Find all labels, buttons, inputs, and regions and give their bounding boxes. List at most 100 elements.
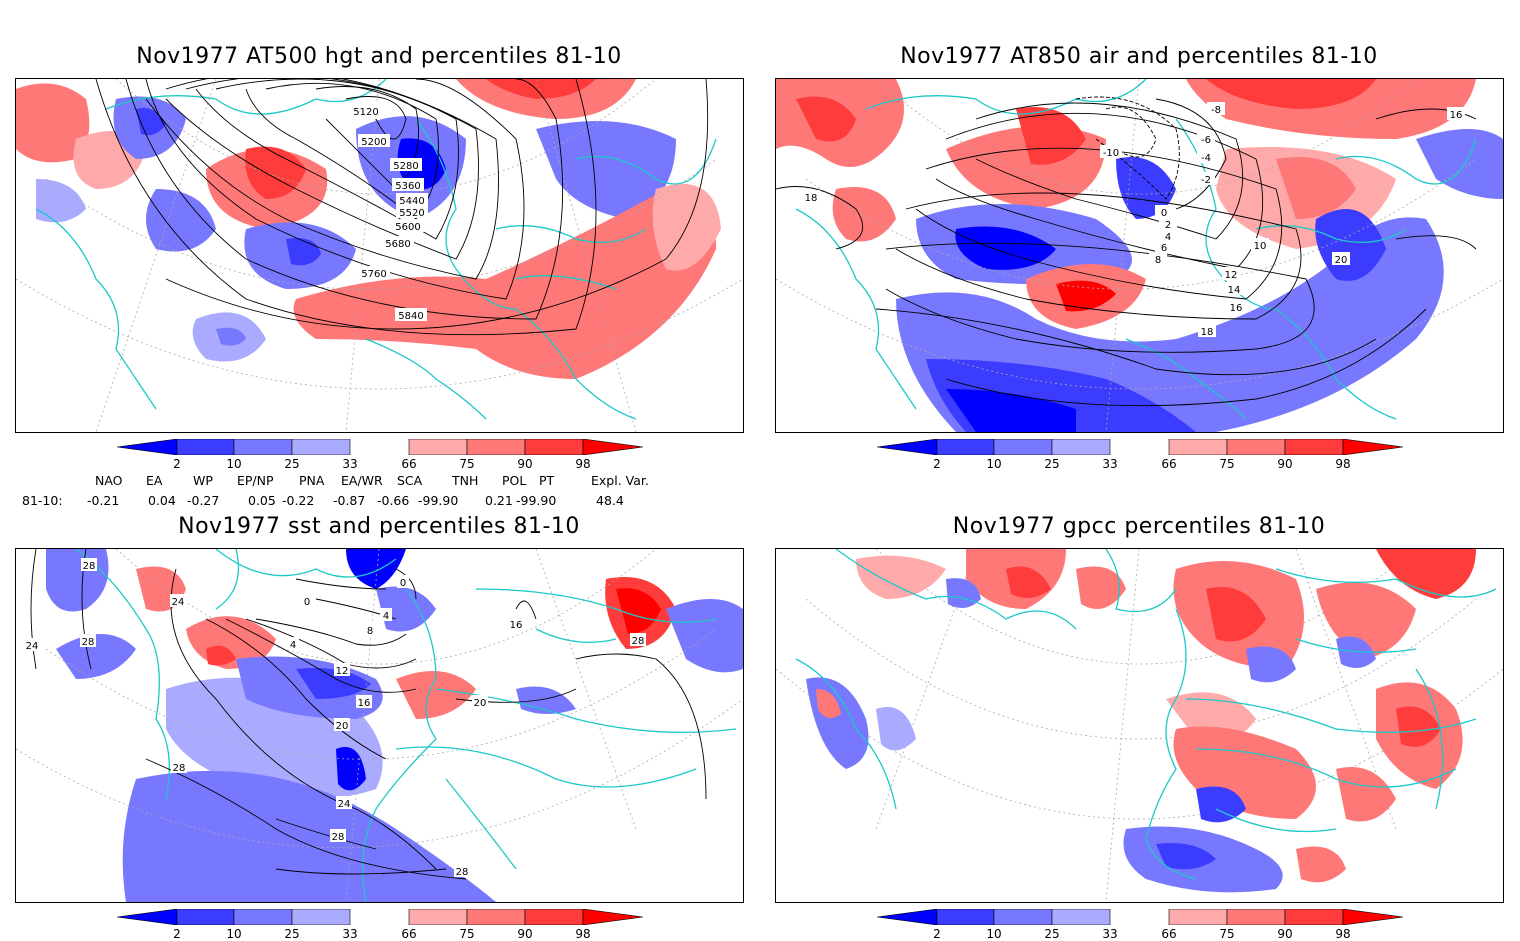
colorbar-tick: 90 — [517, 927, 533, 941]
anomaly-red-region — [1206, 587, 1266, 642]
anomaly-blue-region — [946, 389, 1076, 432]
coastlines — [35, 79, 717, 420]
colorbar-swatch-75 — [1226, 439, 1286, 455]
anomaly-blue-region — [1116, 157, 1176, 219]
contour-label: 0 — [1161, 208, 1167, 219]
colorbar-swatch-66 — [408, 439, 468, 455]
contour-label: 8 — [1155, 255, 1161, 266]
index-value: -0.22 — [282, 493, 315, 508]
contour-label: 16 — [1230, 303, 1243, 314]
colorbar-tick: 33 — [1102, 927, 1118, 941]
colorbar-swatch-2 — [117, 439, 178, 455]
contour-label: 28 — [332, 832, 345, 843]
contour-label: 10 — [1254, 241, 1267, 252]
map-hgt500[interactable]: 5120 5200 5280 5360 5440 5520 5600 5680 … — [15, 78, 744, 433]
height-contours — [95, 79, 709, 336]
anomaly-blue-region — [46, 549, 109, 612]
anomaly-red-region — [293, 185, 716, 379]
contour-label: 24 — [338, 799, 351, 810]
anomaly-red-region — [206, 645, 236, 666]
index-header: PNA — [299, 473, 325, 488]
contour-label: 5120 — [353, 107, 378, 118]
anomaly-blue-region — [146, 189, 216, 252]
index-header: PT — [539, 473, 555, 488]
index-value: -0.21 — [87, 493, 120, 508]
index-header: EA/WR — [341, 473, 383, 488]
colorbar-tick: 25 — [284, 927, 300, 941]
colorbar-air850: 2 10 25 33 66 75 90 98 — [877, 439, 1407, 471]
anomaly-blue-region — [666, 599, 743, 673]
map-gpcc[interactable] — [775, 548, 1504, 903]
map-air850[interactable]: -8 -6 -4 -2 0 2 4 6 8 10 12 14 16 18 20 … — [775, 78, 1504, 433]
index-header: WP — [193, 473, 213, 488]
colorbar-tick: 90 — [1277, 457, 1293, 471]
contour-label: 16 — [510, 620, 523, 631]
colorbar-swatch-2 — [877, 439, 938, 455]
contour-label: 12 — [1225, 270, 1238, 281]
panel-title-sst: Nov1977 sst and percentiles 81-10 — [178, 514, 580, 539]
colorbar-swatch-2 — [877, 909, 938, 925]
colorbar-swatches — [117, 909, 644, 925]
colorbar-tick: 2 — [173, 927, 181, 941]
colorbar-swatch-2 — [117, 909, 178, 925]
lat-lon-grid — [776, 79, 1503, 432]
colorbar-tick: 75 — [459, 927, 475, 941]
anomaly-red-region — [396, 671, 476, 719]
anomaly-shading — [776, 79, 1503, 432]
temperature-contours — [776, 96, 1477, 407]
contour-label: 14 — [1228, 285, 1241, 296]
colorbar-swatch-66 — [408, 909, 468, 925]
lat-lon-grid — [16, 549, 743, 902]
anomaly-blue-region — [56, 634, 136, 679]
anomaly-red-region — [1173, 726, 1316, 819]
anomaly-blue-region — [536, 121, 676, 219]
contour-label: 24 — [26, 641, 39, 652]
index-header: SCA — [397, 473, 423, 488]
index-header: NAO — [95, 473, 123, 488]
colorbar-swatch-25 — [993, 909, 1053, 925]
colorbar-swatch-10 — [936, 439, 995, 455]
contour-label: 16 — [1450, 110, 1463, 121]
anomaly-red-region — [856, 555, 946, 599]
contour-label: 28 — [456, 867, 469, 878]
colorbar-tick: 2 — [173, 457, 181, 471]
contour-label: 2 — [1165, 220, 1171, 231]
anomaly-red-region — [456, 79, 636, 119]
contour-label: 20 — [336, 721, 349, 732]
index-header: Expl. Var. — [591, 473, 649, 488]
colorbar-tick: 90 — [517, 457, 533, 471]
colorbar-tick: 98 — [1335, 927, 1351, 941]
colorbar-swatch-98 — [582, 439, 644, 455]
colorbar-swatch-98 — [1342, 909, 1404, 925]
contour-label: 12 — [336, 666, 349, 677]
contour-label: 28 — [82, 637, 95, 648]
colorbar-tick: 98 — [575, 927, 591, 941]
colorbar-swatch-33 — [291, 439, 351, 455]
colorbar-swatch-98 — [582, 909, 644, 925]
contour-label: 4 — [1165, 232, 1171, 243]
index-header: EA — [146, 473, 163, 488]
map-sst-canvas: 28 24 24 28 0 0 4 4 8 12 16 20 20 28 24 … — [16, 549, 743, 902]
panel-title-gpcc: Nov1977 gpcc percentiles 81-10 — [952, 514, 1326, 539]
map-hgt500-canvas: 5120 5200 5280 5360 5440 5520 5600 5680 … — [16, 79, 743, 432]
colorbar-tick: 66 — [401, 457, 417, 471]
contour-label: -8 — [1211, 105, 1221, 116]
colorbar-tick: 66 — [1161, 927, 1177, 941]
colorbar-swatch-33 — [291, 909, 351, 925]
colorbar-swatch-75 — [1226, 909, 1286, 925]
contour-label: 18 — [805, 193, 818, 204]
contour-labels: 5120 5200 5280 5360 5440 5520 5600 5680 … — [350, 104, 428, 322]
index-header: EP/NP — [237, 473, 274, 488]
colorbar-hgt500: 2 10 25 33 66 75 90 98 — [117, 439, 647, 471]
contour-label: 5600 — [395, 222, 420, 233]
anomaly-red-region — [1016, 107, 1086, 165]
index-value: 0.21 — [485, 493, 513, 508]
colorbar-sst: 2 10 25 33 66 75 90 98 — [117, 909, 647, 941]
map-sst[interactable]: 28 24 24 28 0 0 4 4 8 12 16 20 20 28 24 … — [15, 548, 744, 903]
contour-label: 4 — [290, 640, 296, 651]
anomaly-shading — [16, 79, 721, 379]
anomaly-blue-region — [122, 770, 497, 902]
anomaly-blue-region — [1196, 786, 1246, 823]
panel-title-hgt500: Nov1977 AT500 hgt and percentiles 81-10 — [136, 44, 622, 69]
colorbar-tick: 25 — [1044, 457, 1060, 471]
